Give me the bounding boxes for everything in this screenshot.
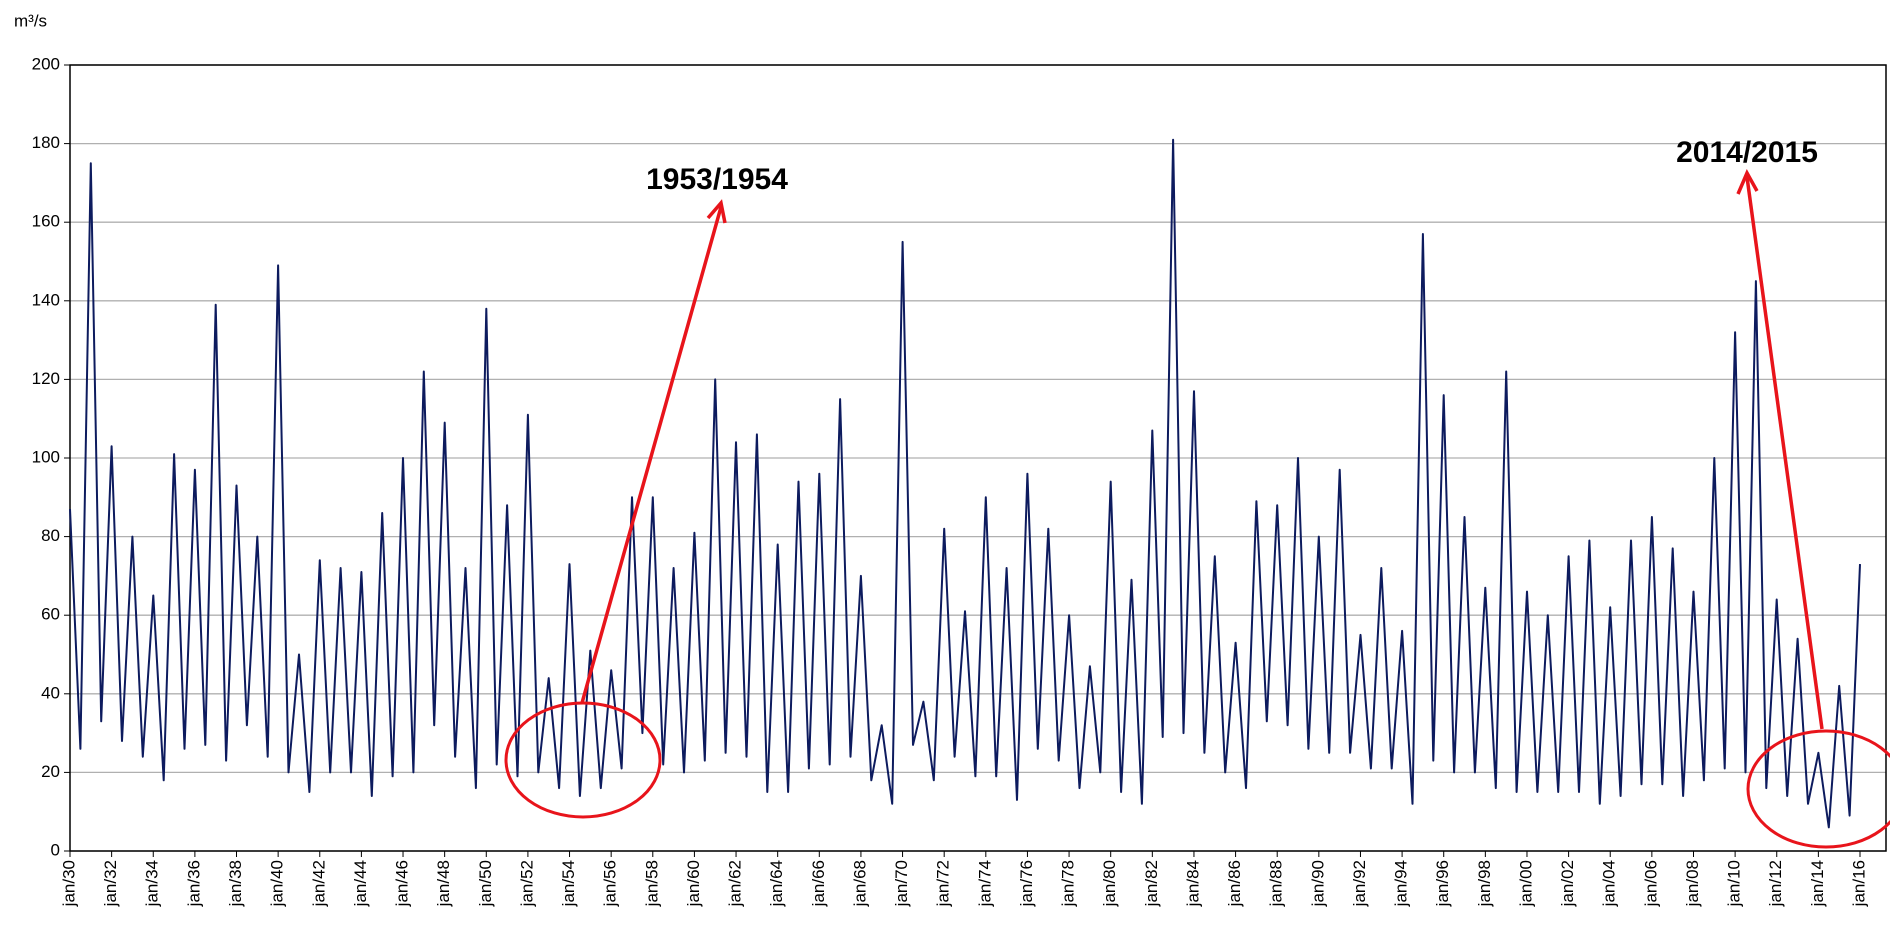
x-tick-label: jan/58 (642, 860, 661, 907)
x-tick-label: jan/72 (934, 860, 953, 907)
x-tick-label: jan/70 (892, 860, 911, 907)
x-tick-label: jan/92 (1350, 860, 1369, 907)
x-tick-label: jan/34 (143, 860, 162, 907)
x-tick-label: jan/76 (1017, 860, 1036, 907)
x-tick-label: jan/32 (101, 860, 120, 907)
y-tick-label: 180 (32, 133, 60, 152)
x-tick-label: jan/04 (1600, 860, 1619, 907)
y-axis-label: m³/s (14, 11, 47, 30)
x-tick-label: jan/94 (1392, 860, 1411, 907)
x-tick-label: jan/96 (1433, 860, 1452, 907)
y-tick-label: 100 (32, 447, 60, 466)
plot: 0 20 40 60 80 100 120 140 160 180 200 jan/30 jan/32 j… (32, 54, 1887, 907)
y-tick-label: 140 (32, 290, 60, 309)
x-tick-label: jan/38 (226, 860, 245, 907)
x-tick-label: jan/00 (1516, 860, 1535, 907)
x-tick-label: jan/02 (1558, 860, 1577, 907)
x-tick-label: jan/88 (1267, 860, 1286, 907)
arrow-head (1736, 169, 1759, 195)
x-tick-label: jan/40 (268, 860, 287, 907)
x-tick-label: jan/98 (1475, 860, 1494, 907)
highlight-ellipse (1746, 729, 1890, 849)
x-tick-label: jan/48 (434, 860, 453, 907)
y-tick-label: 20 (41, 762, 60, 781)
x-tick-label: jan/78 (1059, 860, 1078, 907)
x-tick-label: jan/80 (1100, 860, 1119, 907)
x-tick-label: jan/50 (476, 860, 495, 907)
x-tick-label: jan/46 (393, 860, 412, 907)
x-tick-label: jan/60 (684, 860, 703, 907)
x-tick-label: jan/52 (517, 860, 536, 907)
x-tick-label: jan/06 (1641, 860, 1660, 907)
x-tick-label: jan/64 (767, 860, 786, 907)
annotation-1953: 1953/1954 (504, 163, 788, 819)
x-tick-label: jan/86 (1225, 860, 1244, 907)
x-tick-label: jan/30 (59, 860, 78, 907)
y-tick-label: 160 (32, 212, 60, 231)
x-tick-label: jan/54 (559, 860, 578, 907)
x-tick-label: jan/44 (351, 860, 370, 907)
x-tick-label: jan/74 (975, 860, 994, 907)
x-tick-label: jan/10 (1725, 860, 1744, 907)
y-tick-label: 80 (41, 526, 60, 545)
x-tick-label: jan/16 (1849, 860, 1868, 907)
y-tick-label: 40 (41, 683, 60, 702)
x-tick-label: jan/66 (809, 860, 828, 907)
x-tick-label: jan/42 (309, 860, 328, 907)
annotation-2014: 2014/2015 (1676, 136, 1890, 849)
x-tick-label: jan/82 (1142, 860, 1161, 907)
x-tick-label: jan/90 (1308, 860, 1327, 907)
y-tick-label: 60 (41, 605, 60, 624)
x-tick-label: jan/84 (1183, 860, 1202, 907)
x-tick-label: jan/14 (1808, 860, 1827, 907)
flow-line (69, 138, 1861, 829)
y-tick-label: 120 (32, 369, 60, 388)
annotation-label: 1953/1954 (646, 163, 788, 196)
annotation-label: 2014/2015 (1676, 136, 1818, 169)
y-tick-label: 0 (51, 840, 60, 859)
arrow-head (706, 199, 727, 224)
x-tick-label: jan/62 (726, 860, 745, 907)
x-tick-label: jan/08 (1683, 860, 1702, 907)
x-tick-label: jan/12 (1766, 860, 1785, 907)
arrow (580, 206, 723, 704)
y-tick-label: 200 (32, 54, 60, 73)
arrow (1745, 176, 1824, 730)
x-tick-label: jan/56 (601, 860, 620, 907)
x-tick-label: jan/68 (850, 860, 869, 907)
x-tick-label: jan/36 (184, 860, 203, 907)
plot-border (69, 64, 1887, 852)
